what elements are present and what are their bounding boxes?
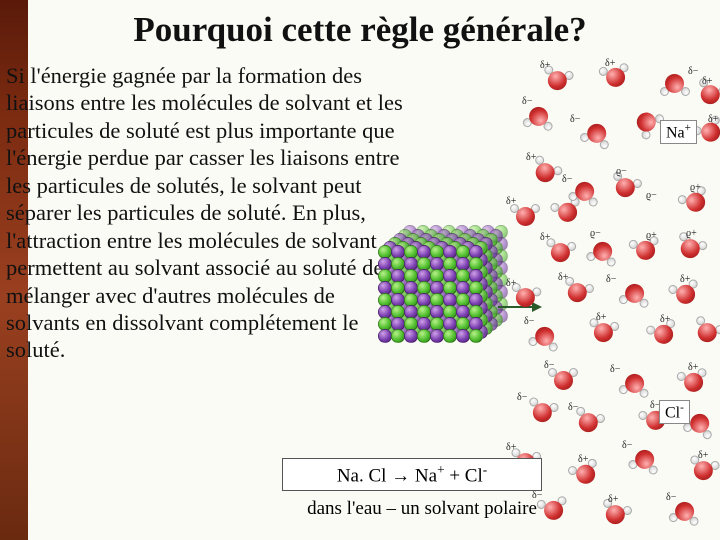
partial-charge-label: δ+	[506, 278, 516, 289]
partial-charge-label: δ−	[622, 440, 632, 451]
partial-charge-label: δ−	[610, 364, 620, 375]
partial-charge-label: δ+	[506, 442, 516, 453]
partial-charge-label: ϱ+	[646, 230, 657, 241]
body-paragraph: Si l'énergie gagnée par la formation des…	[6, 62, 406, 364]
partial-charge-label: δ−	[517, 392, 527, 403]
partial-charge-label: ϱ+	[690, 182, 701, 193]
partial-charge-label: δ−	[570, 114, 580, 125]
partial-charge-label: δ+	[708, 114, 718, 125]
equation-caption: dans l'eau – un solvant polaire	[282, 498, 562, 520]
water-molecule-icon	[688, 315, 720, 349]
partial-charge-label: δ−	[666, 492, 676, 503]
partial-charge-label: δ+	[526, 152, 536, 163]
partial-charge-label: δ+	[605, 58, 615, 69]
partial-charge-label: δ+	[540, 60, 550, 71]
partial-charge-label: δ+	[702, 76, 712, 87]
water-molecule-icon	[579, 118, 615, 151]
water-molecule-icon	[524, 397, 559, 428]
partial-charge-label: δ−	[544, 360, 554, 371]
partial-charge-label: δ−	[562, 174, 572, 185]
chloride-ion-label: Cl-	[659, 400, 690, 424]
partial-charge-label: ϱ−	[646, 190, 657, 201]
sodium-ion-label: Na+	[660, 120, 697, 144]
partial-charge-label: δ−	[524, 316, 534, 327]
slide-title: Pourquoi cette règle générale?	[0, 10, 720, 50]
water-molecule-icon	[627, 445, 662, 476]
dissociation-equation: Na. Cl → Na+ + Cl-	[282, 458, 542, 491]
partial-charge-label: δ−	[522, 96, 532, 107]
partial-charge-label: δ+	[698, 450, 708, 461]
water-molecule-icon	[618, 280, 652, 309]
partial-charge-label: δ+	[660, 314, 670, 325]
partial-charge-label: δ−	[606, 274, 616, 285]
partial-charge-label: δ+	[688, 362, 698, 373]
water-molecule-icon	[618, 370, 652, 399]
partial-charge-label: δ−	[568, 402, 578, 413]
water-molecule-icon	[510, 204, 540, 228]
water-molecule-icon	[585, 237, 620, 268]
partial-charge-label: δ−	[688, 66, 698, 77]
partial-charge-label: ϱ+	[686, 228, 697, 239]
partial-charge-label: δ+	[608, 494, 618, 505]
partial-charge-label: δ+	[578, 454, 588, 465]
partial-charge-label: ϱ−	[590, 228, 601, 239]
water-molecule-icon	[548, 368, 578, 392]
partial-charge-label: δ+	[558, 272, 568, 283]
partial-charge-label: ϱ−	[616, 166, 627, 177]
partial-charge-label: δ+	[506, 196, 516, 207]
partial-charge-label: δ+	[680, 274, 690, 285]
partial-charge-label: δ+	[540, 232, 550, 243]
partial-charge-label: δ+	[596, 312, 606, 323]
water-molecule-icon	[660, 72, 690, 96]
